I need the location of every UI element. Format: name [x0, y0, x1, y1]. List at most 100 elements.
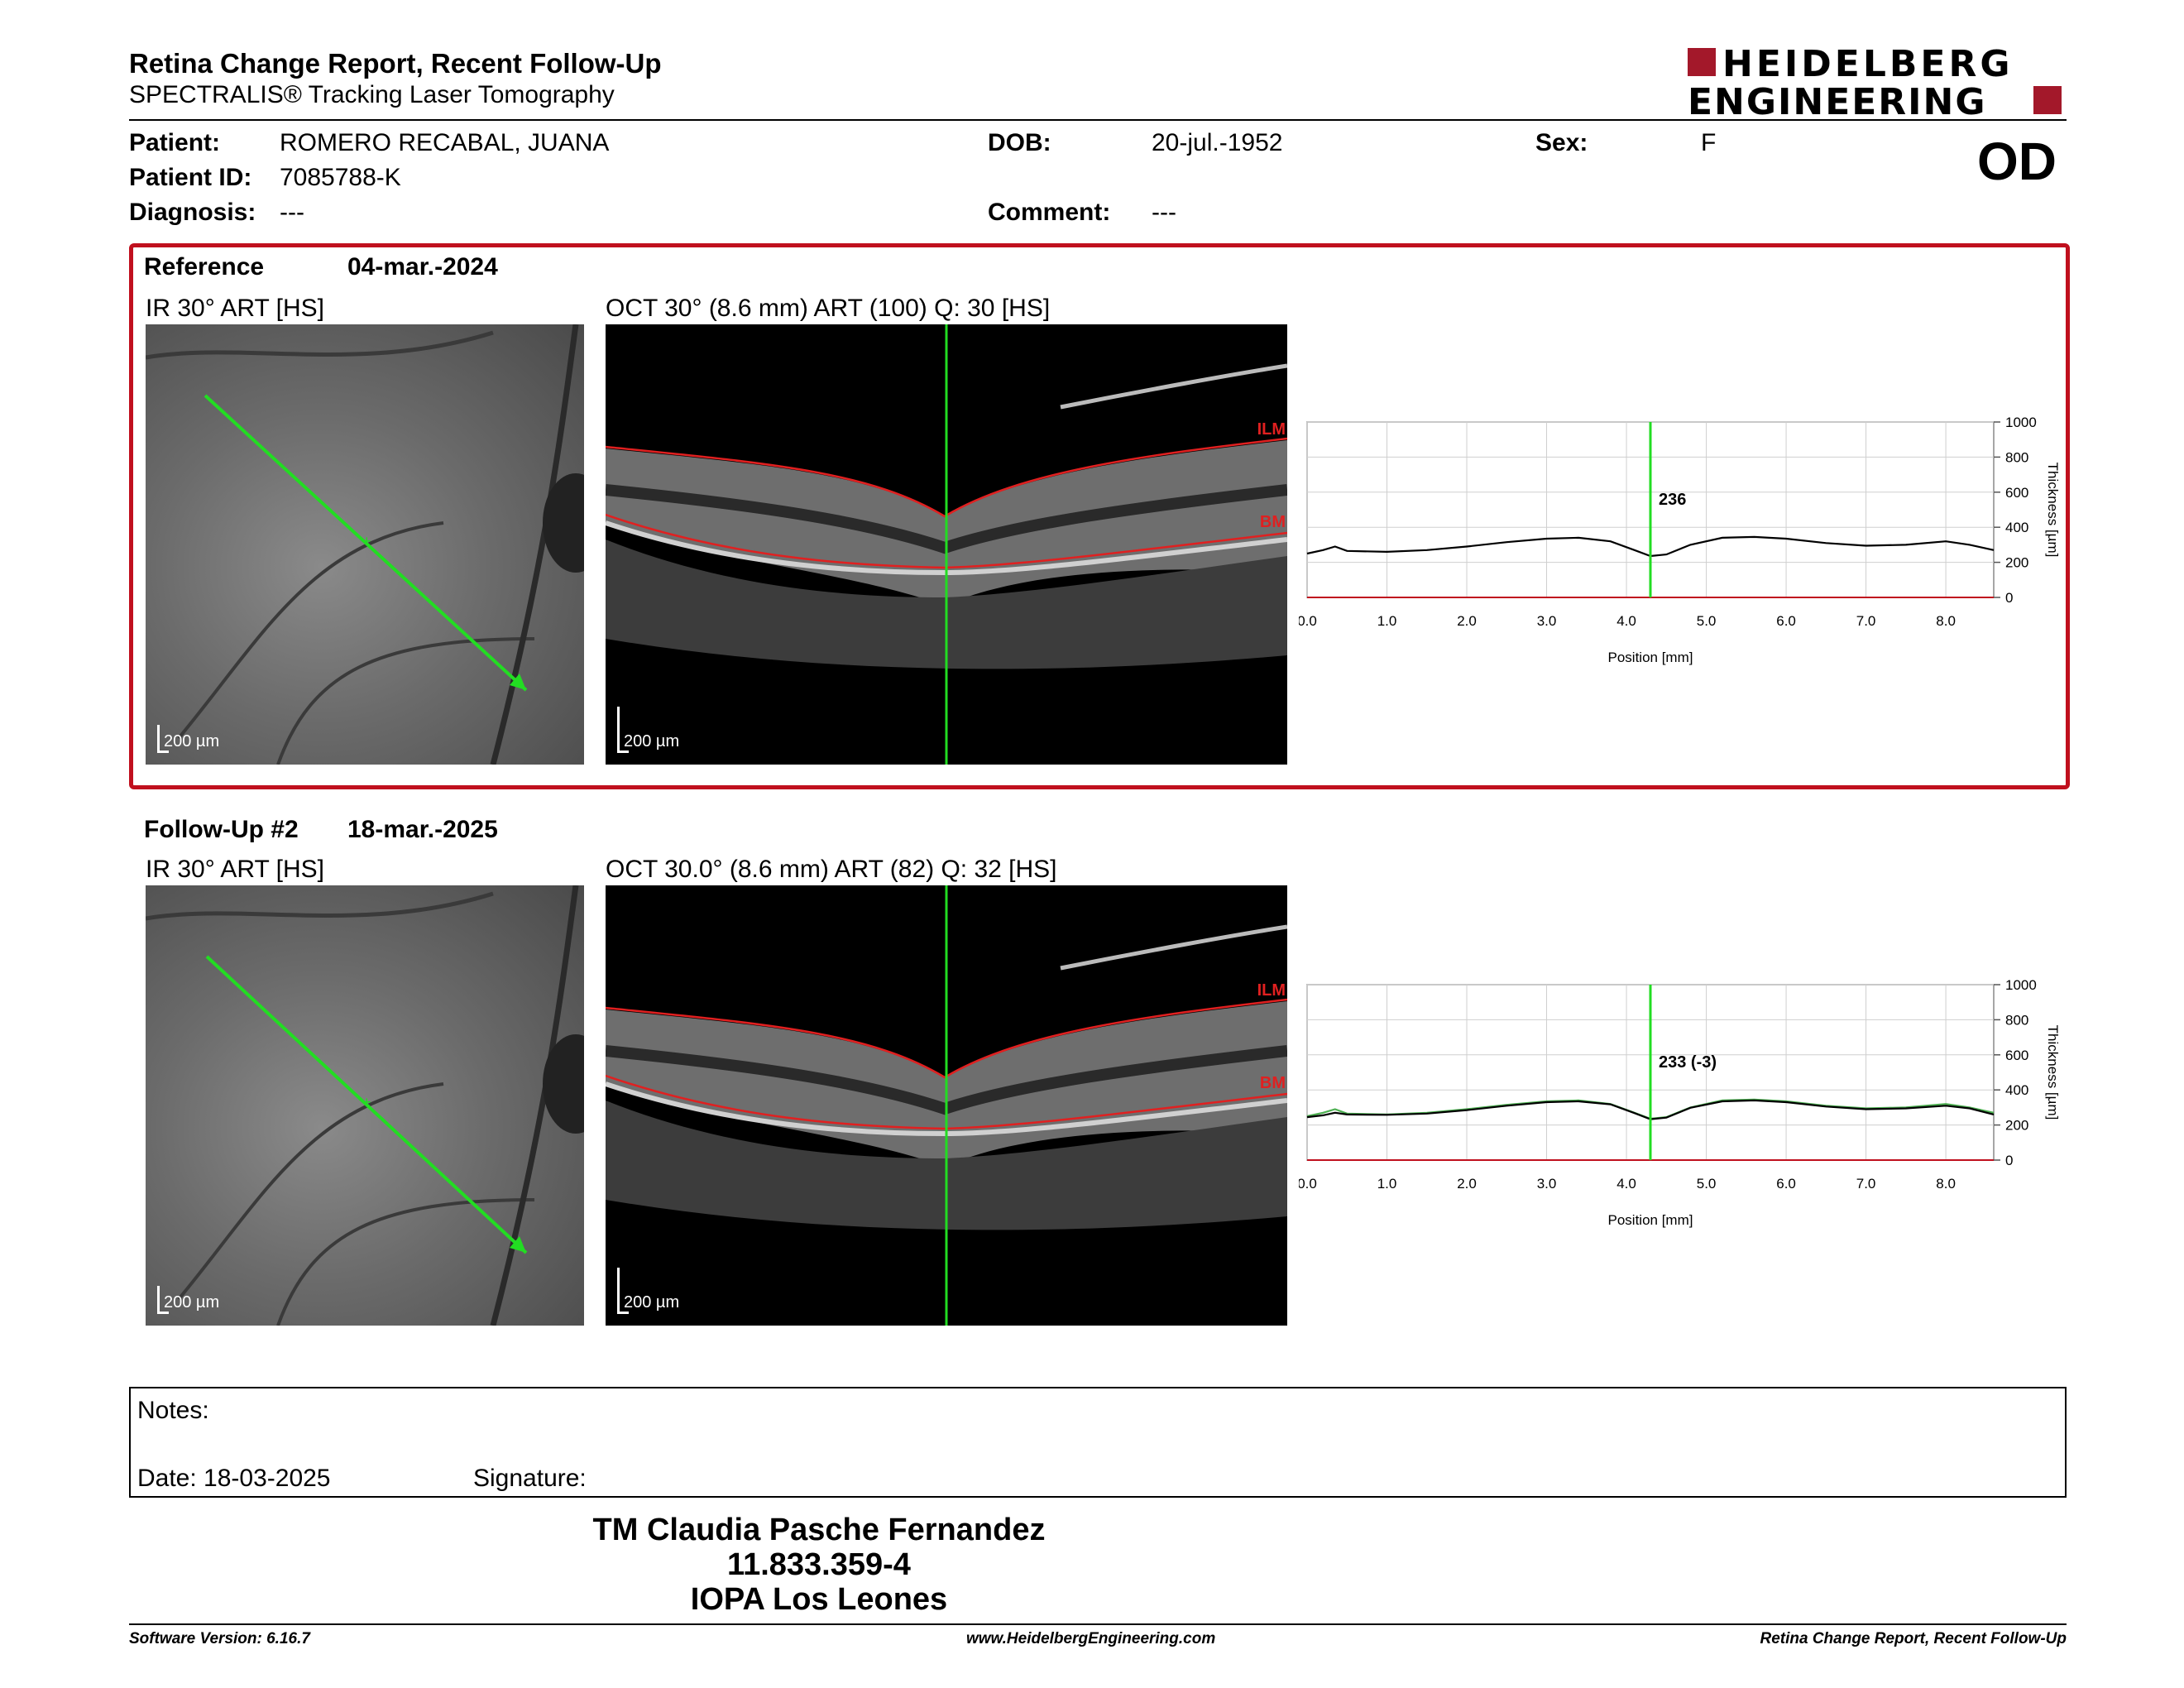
x-tick-label: 1.0: [1377, 1176, 1397, 1192]
diagnosis-value: ---: [280, 199, 304, 226]
x-tick-label: 2.0: [1457, 1176, 1477, 1192]
heidelberg-logo: HEIDELBERG ENGINEERING: [1688, 43, 2068, 123]
followup-oct-title: OCT 30.0° (8.6 mm) ART (82) Q: 32 [HS]: [606, 856, 1057, 883]
eye-indicator: OD: [1977, 132, 2057, 191]
logo-square-top: [1688, 48, 1716, 76]
reference-oct-bscan: ILM BM 200 µm: [606, 324, 1287, 765]
reference-ir-scale-bar: 200 µm: [157, 720, 256, 753]
thickness-series-line: [1306, 535, 1995, 558]
reference-section-frame: [129, 243, 2070, 789]
reference-ir-title: IR 30° ART [HS]: [146, 295, 324, 322]
report-title: Retina Change Report, Recent Follow-Up: [129, 48, 662, 79]
y-tick-label: 1000: [2005, 415, 2037, 430]
sex-label: Sex:: [1535, 129, 1588, 156]
x-tick-label: 5.0: [1697, 1176, 1717, 1192]
reference-oct-scale-bar: 200 µm: [617, 703, 716, 753]
y-tick-label: 1000: [2005, 977, 2037, 993]
y-axis-label: Thickness [µm]: [2045, 463, 2061, 558]
reference-ilm-label: ILM: [1257, 420, 1286, 439]
y-tick-label: 800: [2005, 1012, 2028, 1028]
followup-ir-scale-bar: 200 µm: [157, 1281, 256, 1314]
x-tick-label: 8.0: [1936, 613, 1956, 629]
reference-ir-overlay: +: [146, 324, 584, 765]
footer-software-version: Software Version: 6.16.7: [129, 1630, 310, 1647]
footer-divider: [129, 1623, 2067, 1625]
notes-label: Notes:: [137, 1397, 209, 1424]
reference-label: Reference: [144, 253, 265, 281]
x-tick-label: 0.0: [1299, 613, 1317, 629]
logo-square-bottom: [2033, 86, 2062, 114]
header-divider: [129, 119, 2067, 121]
comment-label: Comment:: [988, 199, 1111, 226]
reference-oct-overlay: [606, 324, 1287, 765]
followup-oct-overlay: [606, 885, 1287, 1326]
dob-value: 20-jul.-1952: [1152, 129, 1283, 156]
followup-date: 18-mar.-2025: [347, 816, 498, 843]
followup-ir-title: IR 30° ART [HS]: [146, 856, 324, 883]
signer-name: TM Claudia Pasche Fernandez: [592, 1513, 1046, 1547]
patient-id-label: Patient ID:: [129, 164, 252, 191]
notes-box: Notes: Date: 18-03-2025 Signature:: [129, 1387, 2067, 1498]
logo-text-engineering: ENGINEERING: [1688, 81, 1987, 123]
x-tick-label: 7.0: [1856, 1176, 1876, 1192]
y-tick-label: 0: [2005, 590, 2013, 606]
x-tick-label: 4.0: [1616, 1176, 1636, 1192]
followup-ir-fundus-image: + 200 µm: [146, 885, 584, 1326]
reference-ir-fundus-image: + 200 µm: [146, 324, 584, 765]
x-tick-label: 3.0: [1537, 613, 1557, 629]
x-axis-label: Position [mm]: [1608, 650, 1693, 665]
thickness-chart-svg: 0.0 1.0 2.0 3.0 4.0 5.0 6.0 7.0 8.0 0 200 400 600 800…: [1299, 415, 2061, 665]
x-tick-label: 0.0: [1299, 1176, 1317, 1192]
y-tick-label: 400: [2005, 520, 2028, 535]
patient-label: Patient:: [129, 129, 221, 156]
y-axis-label: Thickness [µm]: [2045, 1025, 2061, 1120]
signer-id: 11.833.359-4: [727, 1547, 911, 1582]
y-tick-label: 600: [2005, 485, 2028, 501]
x-tick-label: 4.0: [1616, 613, 1636, 629]
followup-oct-bscan: ILM BM 200 µm: [606, 885, 1287, 1326]
reference-date: 04-mar.-2024: [347, 253, 498, 281]
y-tick-label: 600: [2005, 1048, 2028, 1063]
cursor-thickness-label: 236: [1659, 491, 1686, 509]
dob-label: DOB:: [988, 129, 1051, 156]
x-tick-label: 2.0: [1457, 613, 1477, 629]
notes-signature: Signature:: [473, 1465, 587, 1492]
y-tick-label: 800: [2005, 449, 2028, 465]
cursor-thickness-label: 233 (-3): [1659, 1053, 1717, 1072]
patient-value: ROMERO RECABAL, JUANA: [280, 129, 610, 156]
reference-thickness-chart: 0.0 1.0 2.0 3.0 4.0 5.0 6.0 7.0 8.0 0 200 400 600 800…: [1299, 414, 2068, 679]
followup-oct-scale-bar: 200 µm: [617, 1264, 716, 1314]
followup-ir-overlay: +: [146, 885, 584, 1326]
thickness-chart-svg: 0.0 1.0 2.0 3.0 4.0 5.0 6.0 7.0 8.0 0 200 400 600 800…: [1299, 977, 2061, 1228]
x-tick-label: 6.0: [1776, 1176, 1796, 1192]
comment-value: ---: [1152, 199, 1176, 226]
diagnosis-label: Diagnosis:: [129, 199, 256, 226]
reference-bm-label: BM: [1259, 513, 1286, 531]
y-tick-label: 200: [2005, 1118, 2028, 1134]
thickness-series-line: [1306, 1099, 1995, 1120]
x-tick-label: 1.0: [1377, 613, 1397, 629]
y-tick-label: 200: [2005, 555, 2028, 571]
signer-clinic: IOPA Los Leones: [690, 1582, 948, 1617]
sex-value: F: [1701, 129, 1717, 156]
x-tick-label: 5.0: [1697, 613, 1717, 629]
notes-date: Date: 18-03-2025: [137, 1465, 331, 1492]
svg-text:+: +: [362, 533, 371, 549]
svg-text:+: +: [362, 1094, 371, 1110]
followup-label: Follow-Up #2: [144, 816, 299, 843]
x-tick-label: 8.0: [1936, 1176, 1956, 1192]
footer-report-name: Retina Change Report, Recent Follow-Up: [1760, 1630, 2067, 1647]
y-tick-label: 400: [2005, 1082, 2028, 1098]
logo-text-heidelberg: HEIDELBERG: [1722, 43, 2014, 85]
x-tick-label: 6.0: [1776, 613, 1796, 629]
x-tick-label: 7.0: [1856, 613, 1876, 629]
footer-website[interactable]: www.HeidelbergEngineering.com: [966, 1630, 1216, 1647]
followup-thickness-chart: 0.0 1.0 2.0 3.0 4.0 5.0 6.0 7.0 8.0 0 200 400 600 800…: [1299, 976, 2068, 1241]
followup-ilm-label: ILM: [1257, 981, 1286, 1000]
y-tick-label: 0: [2005, 1153, 2013, 1168]
patient-id-value: 7085788-K: [280, 164, 401, 191]
x-axis-label: Position [mm]: [1608, 1212, 1693, 1228]
x-tick-label: 3.0: [1537, 1176, 1557, 1192]
report-subtitle: SPECTRALIS® Tracking Laser Tomography: [129, 81, 615, 108]
reference-oct-title: OCT 30° (8.6 mm) ART (100) Q: 30 [HS]: [606, 295, 1051, 322]
